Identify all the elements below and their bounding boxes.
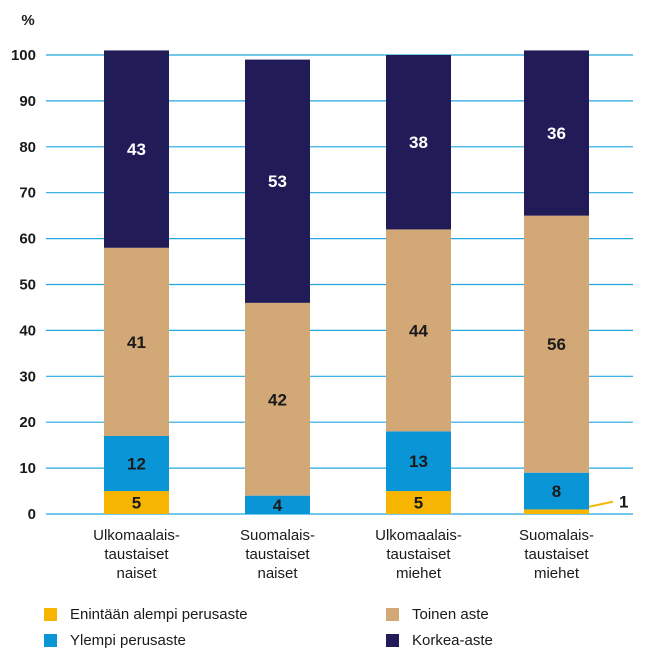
x-category-label-1: Ulkomaalais-taustaiset naiset <box>93 527 180 582</box>
y-tick-label-50: 50 <box>19 277 36 294</box>
legend-label: Enintään alempi perusaste <box>70 606 248 623</box>
y-tick-label-30: 30 <box>19 368 36 385</box>
y-tick-label-60: 60 <box>19 231 36 248</box>
bar-segment-1-1 <box>104 491 169 514</box>
data-label-4-3: 56 <box>547 335 566 354</box>
bar-segment-4-2 <box>524 472 589 510</box>
bar-segment-3-4 <box>386 55 451 230</box>
bar-segment-1-2 <box>104 435 169 492</box>
legend-swatch <box>386 634 399 647</box>
data-label-3-1: 5 <box>414 494 423 513</box>
y-tick-label-70: 70 <box>19 185 36 202</box>
legend-item-ylempi-perusaste: Ylempi perusaste <box>44 632 186 649</box>
bar-segment-1-4 <box>104 50 169 248</box>
data-label-2-2: 4 <box>273 496 283 515</box>
x-category-label-4: Suomalais-taustaiset miehet <box>519 527 594 582</box>
legend-label: Toinen aste <box>412 606 489 623</box>
legend-item-toinen-aste: Toinen aste <box>386 606 489 623</box>
legend-label: Ylempi perusaste <box>70 632 186 649</box>
data-label-4-1: 1 <box>619 493 628 512</box>
legend-swatch <box>44 608 57 621</box>
bar-segment-2-3 <box>245 302 310 496</box>
data-label-1-2: 12 <box>127 455 146 474</box>
y-tick-label-20: 20 <box>19 414 36 431</box>
legend-item-korkea-aste: Korkea-aste <box>386 632 493 649</box>
bar-segment-3-2 <box>386 431 451 492</box>
data-label-2-3: 42 <box>268 390 287 409</box>
y-tick-label-90: 90 <box>19 93 36 110</box>
y-tick-label-10: 10 <box>19 460 36 477</box>
bar-segment-2-4 <box>245 59 310 303</box>
y-tick-label-80: 80 <box>19 139 36 156</box>
data-label-1-3: 41 <box>127 333 146 352</box>
y-tick-label-0: 0 <box>28 506 36 523</box>
bar-segment-2-2 <box>245 495 310 514</box>
data-label-1-1: 5 <box>132 494 141 513</box>
data-label-3-2: 13 <box>409 452 428 471</box>
bar-segment-4-3 <box>524 215 589 473</box>
legend-swatch <box>44 634 57 647</box>
data-label-2-4: 53 <box>268 172 287 191</box>
bar-segment-1-3 <box>104 247 169 436</box>
legend-label: Korkea-aste <box>412 632 493 649</box>
y-axis-label: % <box>21 12 34 29</box>
bar-segment-4-1 <box>524 509 589 514</box>
bar-segment-3-1 <box>386 491 451 514</box>
bar-segment-4-4 <box>524 50 589 216</box>
data-label-4-4: 36 <box>547 124 566 143</box>
legend-item-enintaan-alempi-perusaste: Enintään alempi perusaste <box>44 606 248 623</box>
y-tick-label-40: 40 <box>19 322 36 339</box>
legend: Enintään alempi perusaste Ylempi perusas… <box>44 606 644 654</box>
data-label-4-2: 8 <box>552 482 561 501</box>
y-tick-label-100: 100 <box>11 47 36 64</box>
bar-segment-3-3 <box>386 229 451 432</box>
data-label-3-3: 44 <box>409 321 428 340</box>
x-category-label-3: Ulkomaalais-taustaiset miehet <box>375 527 462 582</box>
data-label-3-4: 38 <box>409 133 428 152</box>
bars: 5 12 41 43 4 42 53 5 13 44 38 1 8 56 36 <box>104 50 628 515</box>
data-label-1-4: 43 <box>127 140 146 159</box>
x-category-labels: Ulkomaalais-taustaiset naiset Suomalais-ta… <box>93 527 594 582</box>
legend-swatch <box>386 608 399 621</box>
x-category-label-2: Suomalais-taustaiset naiset <box>240 527 315 582</box>
y-tick-labels: 0 10 20 30 40 50 60 70 80 90 100 <box>11 47 36 523</box>
